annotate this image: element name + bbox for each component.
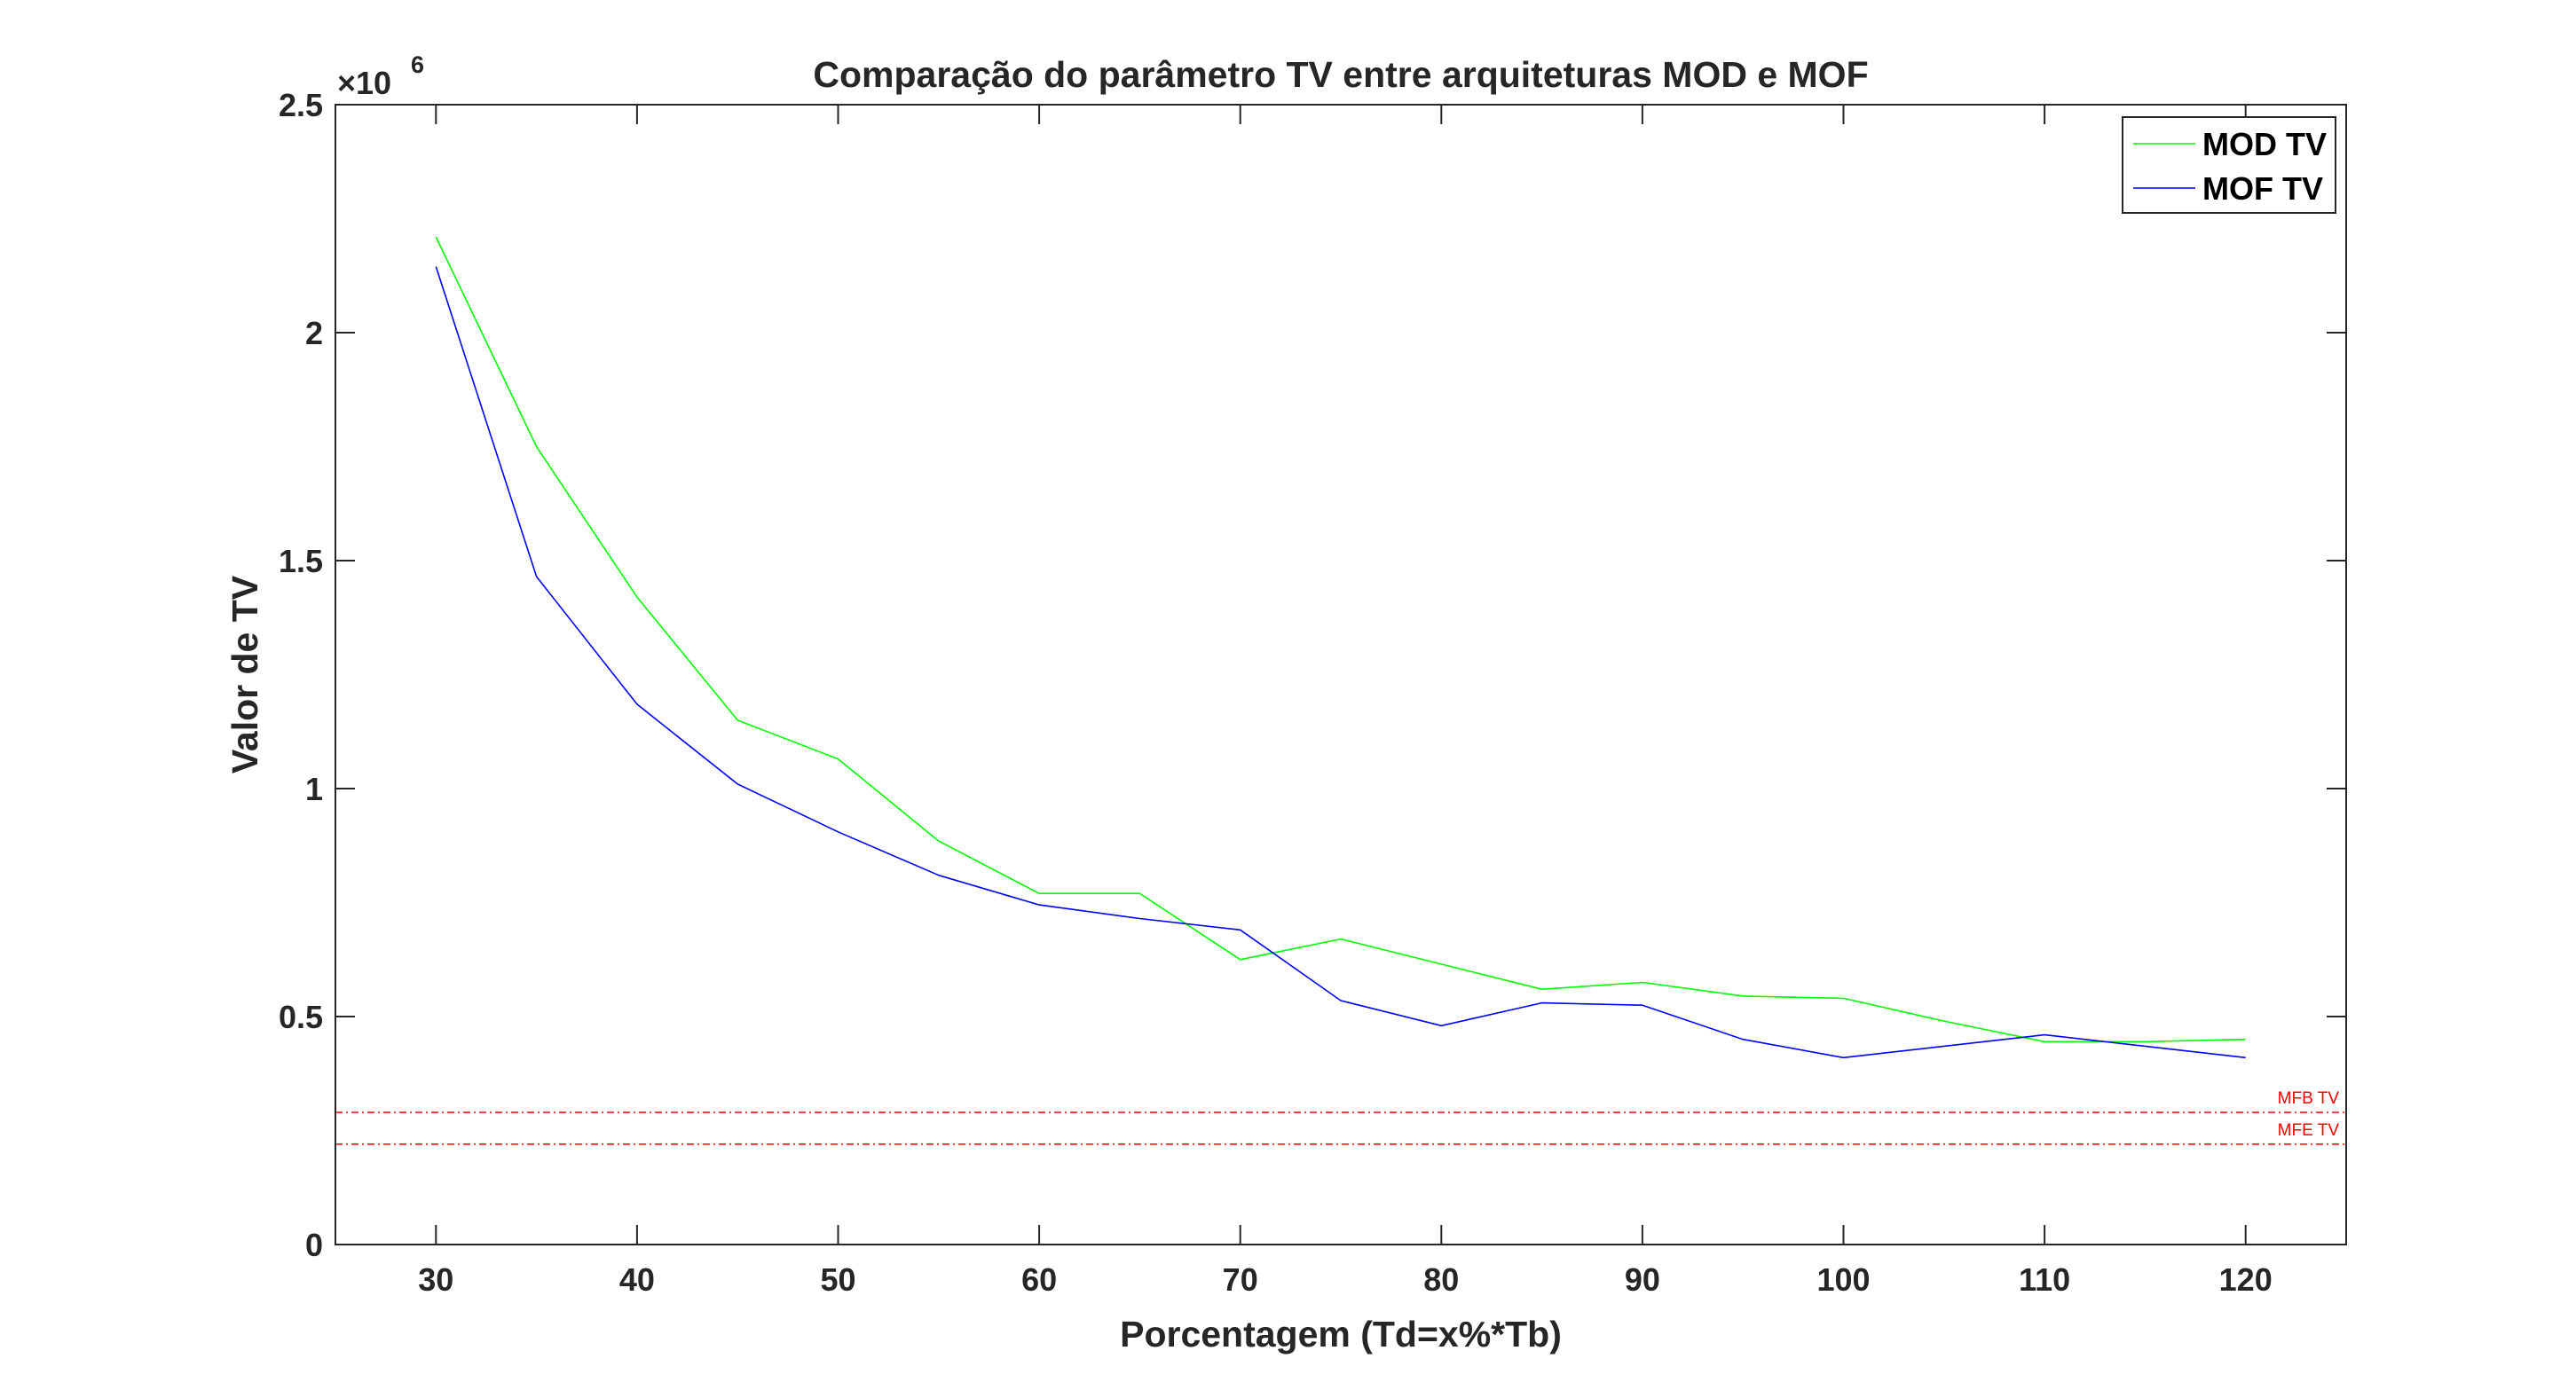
y-tick-label: 1.5 <box>279 543 323 579</box>
y-tick-label: 0 <box>305 1227 323 1263</box>
x-tick-label: 110 <box>2019 1261 2070 1298</box>
reference-lines: MFB TV MFE TV <box>335 1089 2346 1145</box>
x-tick-label: 70 <box>1223 1261 1258 1298</box>
x-tick-label: 40 <box>619 1261 655 1298</box>
reference-line-label: MFE TV <box>2278 1121 2340 1140</box>
series-line <box>435 236 2246 1043</box>
axes-box <box>335 104 2347 1245</box>
x-tick-label: 80 <box>1423 1261 1459 1298</box>
x-tick-label: 50 <box>820 1261 855 1298</box>
legend: MOD TV MOF TV <box>2122 116 2336 214</box>
y-exponent-power: 6 <box>411 51 424 78</box>
legend-label: MOF TV <box>2202 170 2323 207</box>
axis-ticks <box>335 104 2346 1245</box>
legend-box <box>2122 116 2336 214</box>
x-tick-label: 60 <box>1021 1261 1057 1298</box>
x-tick-label: 100 <box>1816 1261 1870 1298</box>
y-axis-label: Valor de TV <box>225 575 265 774</box>
chart-title: Comparação do parâmetro TV entre arquite… <box>813 54 1868 95</box>
axis-tick-labels: 30 40 50 60 70 80 90 100 110 120 0 0.5 1 1.5 2 2.5 <box>279 87 2273 1298</box>
y-tick-label: 2.5 <box>279 87 323 123</box>
y-tick-label: 1 <box>305 771 323 807</box>
y-tick-label: 2 <box>305 315 323 351</box>
x-axis-label: Porcentagem (Td=x%*Tb) <box>1120 1314 1562 1355</box>
reference-line-label: MFB TV <box>2278 1089 2340 1108</box>
x-tick-label: 90 <box>1625 1261 1660 1298</box>
series-line <box>435 266 2246 1059</box>
series-lines <box>435 236 2246 1059</box>
x-tick-label: 30 <box>418 1261 453 1298</box>
y-tick-label: 0.5 <box>279 999 323 1035</box>
x-tick-label: 120 <box>2219 1261 2273 1298</box>
plot-area <box>335 105 2346 1245</box>
y-exponent-base: ×10 <box>337 65 391 101</box>
legend-label: MOD TV <box>2202 126 2327 162</box>
